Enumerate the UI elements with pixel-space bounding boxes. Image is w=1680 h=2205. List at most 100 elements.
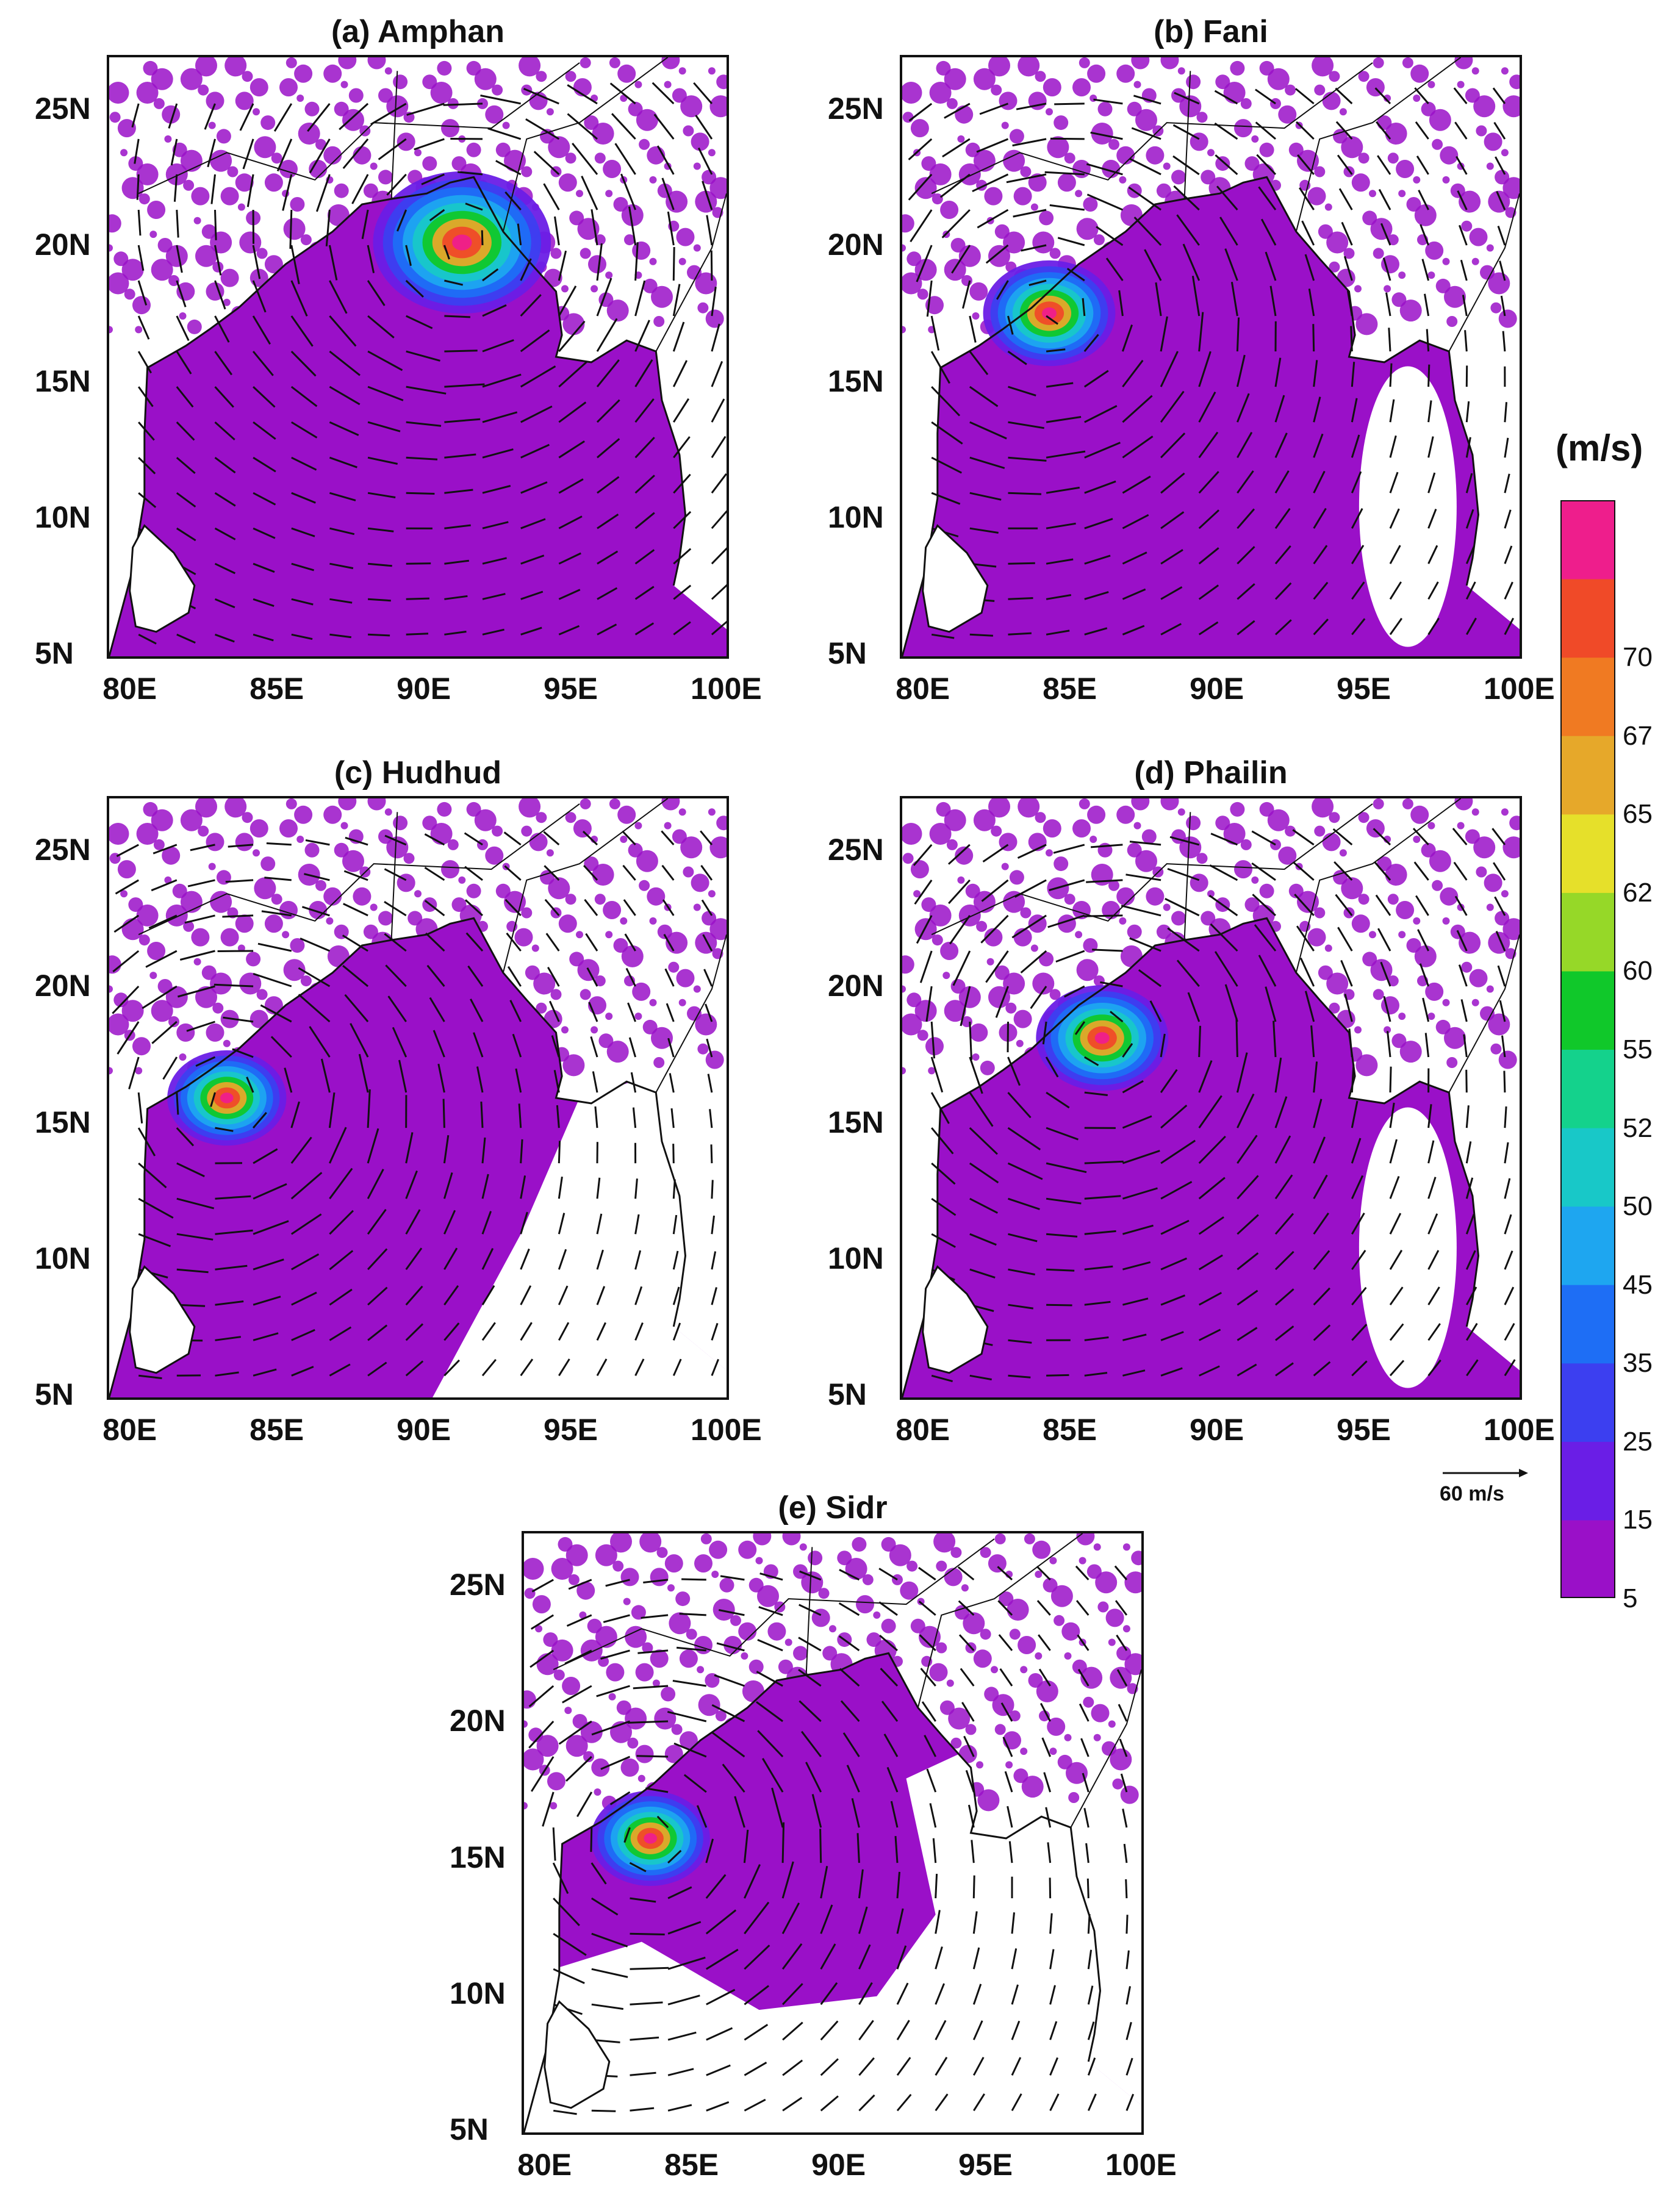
wind-vector xyxy=(1087,1949,1093,1970)
land-speckle xyxy=(612,1560,624,1572)
land-speckle xyxy=(917,289,928,300)
land-speckle xyxy=(753,1533,772,1546)
land-speckle xyxy=(1259,60,1274,76)
land-speckle xyxy=(595,1544,617,1566)
wind-vector xyxy=(329,633,351,639)
wind-vector xyxy=(969,1233,997,1246)
land-speckle xyxy=(963,1612,985,1635)
wind-vector xyxy=(931,1162,956,1185)
wind-vector xyxy=(919,950,933,983)
wind-vector xyxy=(1198,1060,1213,1093)
wind-vector xyxy=(931,633,955,639)
wind-vector xyxy=(1378,188,1391,210)
land-speckle xyxy=(1230,801,1245,817)
land-speckle xyxy=(588,255,606,274)
wind-vector xyxy=(996,280,1009,300)
land-speckle xyxy=(702,911,717,926)
land-speckle xyxy=(235,173,254,192)
wind-vector xyxy=(1000,1702,1013,1722)
panel-title: (d) Phailin xyxy=(1134,755,1288,791)
wind-vector xyxy=(744,1864,761,1899)
land-speckle xyxy=(149,231,157,238)
wind-vector xyxy=(552,1827,556,1861)
wind-vector xyxy=(1237,1252,1259,1271)
wind-vector xyxy=(329,1250,354,1271)
wind-vector xyxy=(711,1322,719,1341)
land-speckle xyxy=(562,1677,581,1695)
wind-vector xyxy=(744,1945,770,1970)
wind-vector xyxy=(756,1701,783,1723)
wind-vector xyxy=(949,915,971,945)
wind-vector xyxy=(1008,632,1032,636)
wind-vector xyxy=(558,320,586,353)
wind-vector xyxy=(301,906,330,917)
wind-vector xyxy=(566,1614,592,1627)
wind-vector xyxy=(820,2058,839,2076)
land-speckle xyxy=(195,798,217,818)
land-speckle xyxy=(113,992,129,1008)
wind-vector xyxy=(253,527,276,539)
wind-vector xyxy=(444,559,469,565)
land-speckle xyxy=(342,109,364,131)
land-speckle xyxy=(1498,309,1517,328)
wind-vector xyxy=(1114,1565,1128,1580)
wind-vector xyxy=(1420,224,1430,246)
land-speckle xyxy=(132,1037,151,1056)
wind-vector xyxy=(1084,480,1116,494)
wind-vector xyxy=(634,280,646,317)
country-border xyxy=(553,1538,995,1671)
wind-vector xyxy=(214,315,230,343)
wind-vector xyxy=(596,1177,601,1199)
wind-vector xyxy=(1122,1080,1144,1094)
land-speckle xyxy=(548,136,570,159)
land-speckle xyxy=(279,901,298,919)
wind-vector xyxy=(596,1322,606,1341)
wind-vector xyxy=(1122,625,1145,636)
coastline xyxy=(109,917,687,1397)
wind-vector xyxy=(1008,1339,1032,1344)
wind-vector xyxy=(1046,629,1070,636)
wind-vector xyxy=(1047,1842,1052,1863)
wind-vector xyxy=(424,867,445,881)
wind-vector xyxy=(1125,2093,1135,2111)
land-speckle xyxy=(121,1000,144,1022)
land-speckle xyxy=(977,1789,1000,1812)
wind-vector xyxy=(935,1946,943,1970)
wind-vector xyxy=(558,1285,569,1305)
wind-vector xyxy=(820,2020,839,2041)
land-speckle xyxy=(1480,1006,1495,1021)
land-speckle xyxy=(569,952,584,967)
country-border xyxy=(1448,934,1520,1093)
wind-vector xyxy=(520,1358,534,1377)
wind-vector xyxy=(406,597,429,600)
wind-vector xyxy=(706,2101,730,2112)
wind-vector xyxy=(176,1197,215,1210)
land-speckle xyxy=(1072,160,1091,178)
wind-vector xyxy=(173,174,178,202)
wind-vector xyxy=(138,492,157,508)
wind-vector xyxy=(1504,1322,1515,1341)
land-speckle xyxy=(1141,829,1157,844)
land-speckle xyxy=(235,914,254,933)
land-speckle xyxy=(572,1714,587,1729)
wind-vector xyxy=(1160,623,1182,636)
wind-vector xyxy=(627,1002,636,1022)
wind-vector xyxy=(1008,456,1047,462)
land-speckle xyxy=(1329,71,1340,82)
land-speckle xyxy=(187,319,202,334)
wind-vector xyxy=(465,203,483,211)
wind-vector xyxy=(1501,1035,1506,1058)
wind-vector xyxy=(924,1735,937,1757)
wind-vector xyxy=(1085,1843,1089,1863)
wind-vector xyxy=(683,1774,707,1793)
land-speckle xyxy=(1427,81,1435,88)
wind-vector xyxy=(664,968,675,987)
wind-vector xyxy=(1456,930,1468,952)
land-speckle xyxy=(808,1551,823,1566)
land-speckle xyxy=(143,60,158,76)
wind-vector xyxy=(960,986,971,1027)
wind-vector xyxy=(465,932,484,952)
sri-lanka-outline xyxy=(129,524,196,633)
wind-vector xyxy=(667,211,675,246)
land-speckle xyxy=(1234,860,1252,879)
